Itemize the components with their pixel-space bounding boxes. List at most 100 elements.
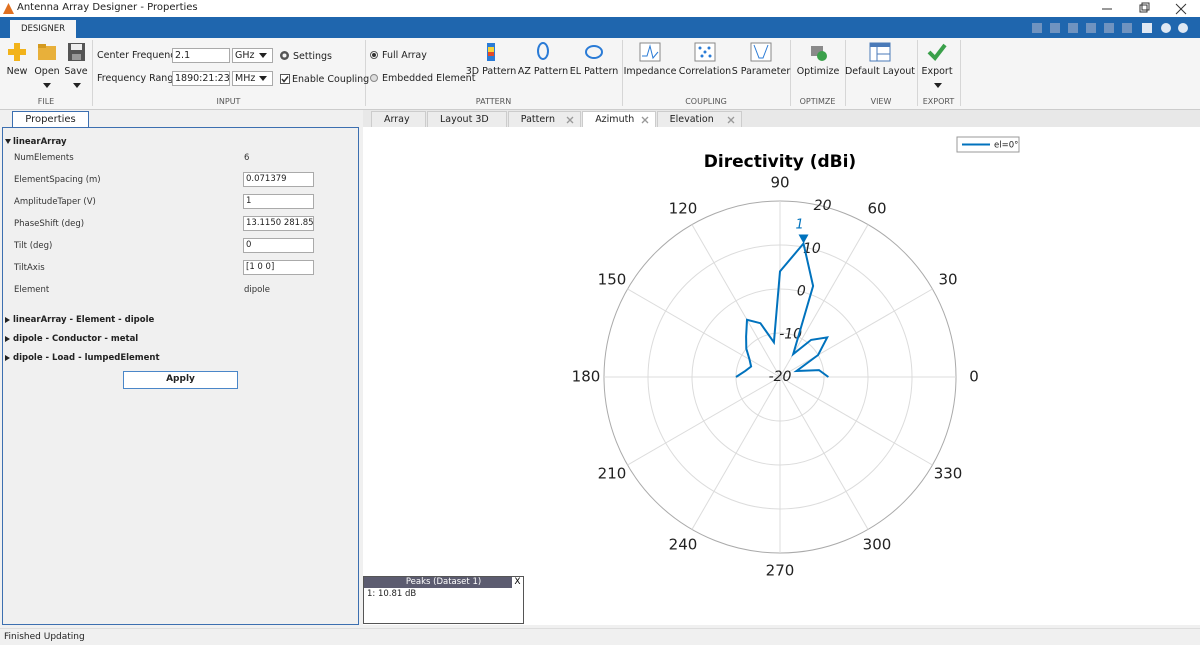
- az-pattern-icon: [537, 42, 549, 60]
- theta-tick-label: 60: [867, 199, 886, 217]
- tab-close[interactable]: [641, 116, 649, 124]
- group-header[interactable]: linearArray: [5, 137, 67, 147]
- window-controls[interactable]: [1100, 2, 1195, 15]
- document-tab[interactable]: Pattern: [507, 111, 582, 127]
- tab-label: Array: [384, 114, 410, 125]
- radio-button[interactable]: [370, 51, 378, 59]
- ribbon-tab-strip: DESIGNER: [0, 17, 1200, 38]
- export-button[interactable]: Export: [921, 66, 953, 77]
- group-header[interactable]: dipole - Conductor - metal: [5, 334, 138, 344]
- theta-tick-label: 30: [938, 271, 957, 289]
- property-field[interactable]: 1: [243, 194, 314, 209]
- property-value: 6: [244, 153, 250, 163]
- el-pattern-button[interactable]: EL Pattern: [569, 66, 619, 77]
- section-label: PATTERN: [475, 97, 512, 106]
- property-label: NumElements: [14, 153, 74, 163]
- optimize-button[interactable]: Optimize: [796, 66, 840, 77]
- tab-close[interactable]: [727, 116, 735, 124]
- dropdown-arrow[interactable]: [43, 83, 51, 88]
- unit: MHz: [235, 73, 256, 84]
- separator: [790, 40, 791, 106]
- text-field[interactable]: 2.1: [172, 48, 230, 63]
- settings-button[interactable]: Settings: [293, 51, 332, 62]
- theta-tick-label: 0: [969, 368, 979, 386]
- property-field[interactable]: 0: [243, 238, 314, 253]
- el-pattern-icon: [585, 45, 603, 59]
- property-label: Tilt (deg): [14, 241, 53, 251]
- dropdown-arrow[interactable]: [73, 83, 81, 88]
- 3d-pattern-button[interactable]: 3D Pattern: [465, 66, 517, 77]
- group-header[interactable]: linearArray - Element - dipole: [5, 315, 154, 325]
- radio-button[interactable]: [370, 74, 378, 82]
- properties-panel: linearArray Apply NumElements 6 ElementSpa…: [2, 127, 359, 625]
- document-tab[interactable]: Array: [371, 111, 426, 127]
- r-tick-label: -10: [779, 326, 802, 342]
- group-title: dipole - Conductor - metal: [13, 334, 139, 344]
- az-pattern-button[interactable]: AZ Pattern: [517, 66, 569, 77]
- section-label: FILE: [37, 97, 55, 106]
- document-tab[interactable]: Layout 3D: [427, 111, 507, 127]
- unit-dropdown[interactable]: GHz: [232, 48, 273, 63]
- layout-icon: [869, 42, 891, 62]
- theta-tick-label: 330: [934, 465, 963, 483]
- close-button[interactable]: X: [512, 577, 523, 588]
- save-icon: [68, 43, 85, 61]
- label: Frequency Range: [97, 73, 180, 84]
- r-tick-label: -20: [769, 369, 792, 385]
- property-field[interactable]: [1 0 0]: [243, 260, 314, 275]
- open-button[interactable]: Open: [34, 66, 60, 77]
- ribbon-tab[interactable]: DESIGNER: [10, 20, 76, 38]
- property-field[interactable]: 0.071379: [243, 172, 314, 187]
- unit-dropdown[interactable]: MHz: [232, 71, 273, 86]
- 3d-pattern-icon: [487, 43, 495, 61]
- separator: [92, 40, 93, 106]
- collapse-arrow: [5, 354, 10, 361]
- checkbox[interactable]: [280, 74, 290, 84]
- property-label: PhaseShift (deg): [14, 219, 85, 229]
- property-field[interactable]: 13.1150 281.8583]: [243, 216, 314, 231]
- property-label: TiltAxis: [14, 263, 45, 273]
- section-label: OPTIMZE: [799, 97, 836, 106]
- expand-arrow: [5, 139, 11, 144]
- document-tab-strip: Array Layout 3D Pattern Azimuth Elevation: [363, 110, 1200, 127]
- document-tab[interactable]: Azimuth: [582, 111, 656, 127]
- default-layout-button[interactable]: Default Layout: [844, 66, 916, 77]
- dropdown-arrow[interactable]: [934, 83, 942, 88]
- label: Center Frequency: [97, 50, 182, 61]
- group-header[interactable]: dipole - Load - lumpedElement: [5, 353, 160, 363]
- status-bar: Finished Updating: [0, 628, 1200, 645]
- grid-spoke: [627, 288, 781, 378]
- dropdown-arrow: [258, 53, 267, 58]
- r-tick-label: 0: [797, 284, 806, 300]
- theta-tick-label: 210: [598, 465, 627, 483]
- property-value: dipole: [244, 285, 270, 295]
- new-button[interactable]: New: [6, 66, 28, 77]
- peak-marker[interactable]: [798, 234, 809, 244]
- apply-button[interactable]: Apply: [123, 371, 238, 389]
- group-title: linearArray - Element - dipole: [13, 315, 155, 325]
- save-button[interactable]: Save: [64, 66, 88, 77]
- r-tick-label: 10: [803, 241, 821, 257]
- impedance-button[interactable]: Impedance: [623, 66, 677, 77]
- document-tab[interactable]: Elevation: [656, 111, 743, 127]
- tab-label: Pattern: [520, 114, 555, 125]
- panel-tab[interactable]: Properties: [12, 111, 89, 128]
- property-label: ElementSpacing (m): [14, 175, 101, 185]
- settings-icon: [280, 51, 289, 60]
- legend-label: el=0°: [994, 141, 1018, 151]
- close-icon: [727, 116, 735, 124]
- theta-tick-label: 180: [572, 368, 601, 386]
- window-title: Antenna Array Designer - Properties: [17, 2, 198, 13]
- property-label: Element: [14, 285, 50, 295]
- export-icon: [927, 43, 947, 62]
- correlation-button[interactable]: Correlation: [678, 66, 732, 77]
- grid-spoke: [779, 288, 933, 378]
- s-parameter-button[interactable]: S Parameter: [731, 66, 791, 77]
- checkbox-label: Enable Coupling: [292, 74, 370, 85]
- text-field[interactable]: 1890:21:2310: [172, 71, 230, 86]
- tab-close[interactable]: [566, 116, 574, 124]
- quick-access-toolbar[interactable]: [1030, 21, 1190, 35]
- section-label: EXPORT: [922, 97, 955, 106]
